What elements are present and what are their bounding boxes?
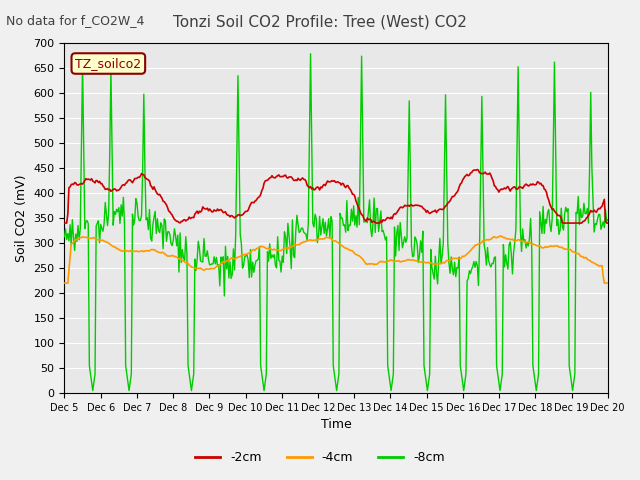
Text: TZ_soilco2: TZ_soilco2 bbox=[76, 57, 141, 70]
Text: No data for f_CO2W_4: No data for f_CO2W_4 bbox=[6, 14, 145, 27]
Text: Tonzi Soil CO2 Profile: Tree (West) CO2: Tonzi Soil CO2 Profile: Tree (West) CO2 bbox=[173, 14, 467, 29]
X-axis label: Time: Time bbox=[321, 419, 351, 432]
Y-axis label: Soil CO2 (mV): Soil CO2 (mV) bbox=[15, 174, 28, 262]
Legend: -2cm, -4cm, -8cm: -2cm, -4cm, -8cm bbox=[190, 446, 450, 469]
